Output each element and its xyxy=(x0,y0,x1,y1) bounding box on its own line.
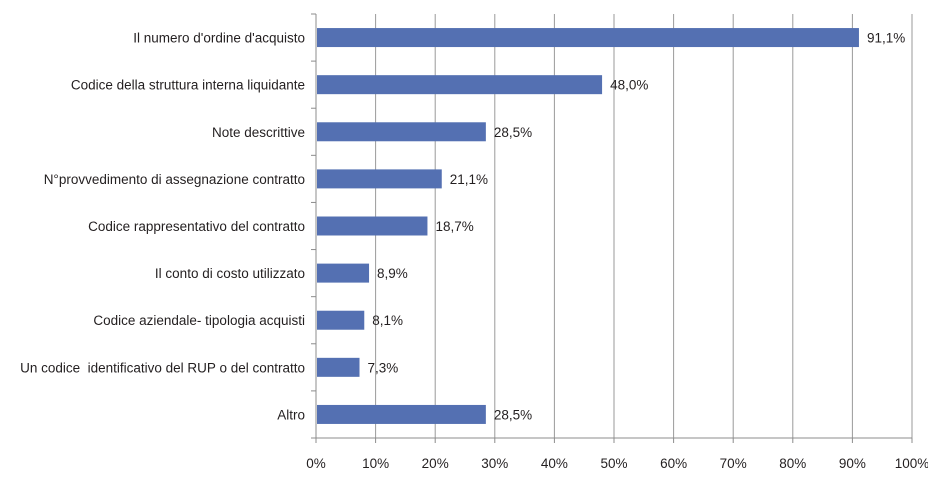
bar xyxy=(317,357,360,377)
x-tick-label: 50% xyxy=(600,456,627,471)
category-label: Un codice identificativo del RUP o del c… xyxy=(20,360,305,375)
x-tick-label: 40% xyxy=(541,456,568,471)
category-label: Il conto di costo utilizzato xyxy=(155,266,305,281)
x-tick-label: 100% xyxy=(895,456,928,471)
category-label: Note descrittive xyxy=(212,125,305,140)
bar xyxy=(317,310,365,330)
category-label: Altro xyxy=(277,407,305,422)
category-label: Codice aziendale- tipologia acquisti xyxy=(93,313,305,328)
x-tick-label: 30% xyxy=(481,456,508,471)
x-tick-label: 90% xyxy=(839,456,866,471)
bar xyxy=(317,404,486,424)
x-tick-label: 80% xyxy=(779,456,806,471)
bars xyxy=(317,28,859,424)
bar xyxy=(317,169,442,189)
category-label: Codice della struttura interna liquidant… xyxy=(71,78,305,93)
x-tick-label: 20% xyxy=(422,456,449,471)
data-label: 28,5% xyxy=(494,125,532,140)
bar xyxy=(317,75,603,95)
data-label: 8,9% xyxy=(377,266,408,281)
x-tick-labels: 0% 10% 20% 30% 40% 50% 60% 70% 80% 90% 100% xyxy=(306,456,928,471)
bar xyxy=(317,122,486,142)
axes xyxy=(311,13,913,443)
value-labels: 91,1% 48,0% 28,5% 21,1% 18,7% 8,9% 8,1% 7,3% 28,… xyxy=(368,31,906,423)
data-label: 8,1% xyxy=(372,313,403,328)
data-label: 18,7% xyxy=(435,219,473,234)
x-tick-label: 0% xyxy=(306,456,326,471)
bar xyxy=(317,216,428,236)
bar xyxy=(317,28,859,48)
category-label: Il numero d'ordine d'acquisto xyxy=(133,31,305,46)
category-label: N°provvedimento di assegnazione contratt… xyxy=(44,172,305,187)
x-tick-label: 60% xyxy=(660,456,687,471)
data-label: 28,5% xyxy=(494,407,532,422)
bar xyxy=(317,263,370,283)
x-tick-label: 70% xyxy=(720,456,747,471)
category-labels: Il numero d'ordine d'acquisto Codice dell… xyxy=(20,31,305,423)
x-tick-label: 10% xyxy=(362,456,389,471)
data-label: 91,1% xyxy=(867,31,905,46)
data-label: 21,1% xyxy=(450,172,488,187)
category-label: Codice rappresentativo del contratto xyxy=(88,219,305,234)
data-label: 7,3% xyxy=(368,360,399,375)
data-label: 48,0% xyxy=(610,78,648,93)
